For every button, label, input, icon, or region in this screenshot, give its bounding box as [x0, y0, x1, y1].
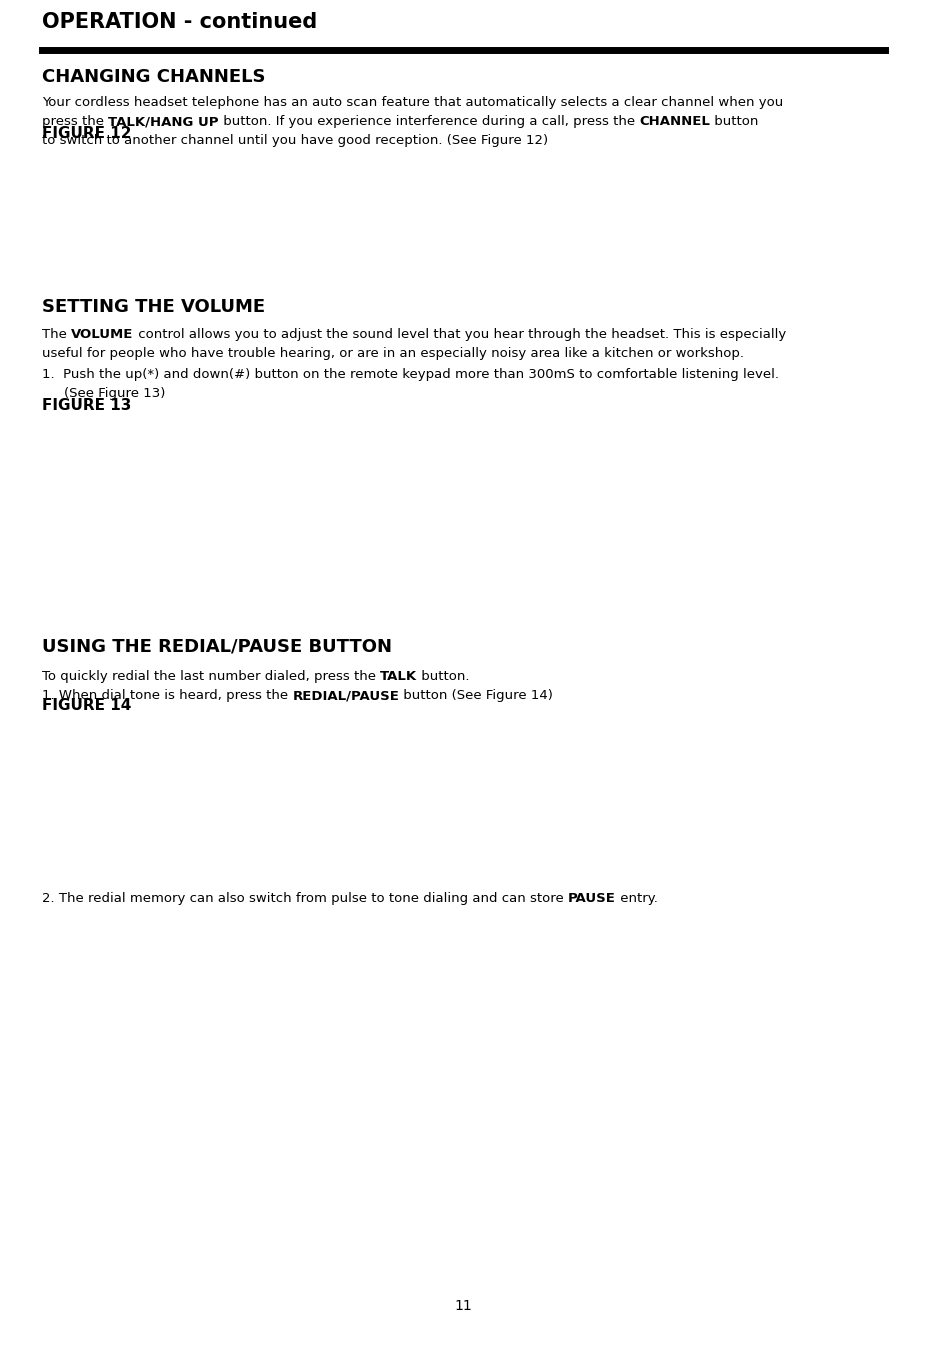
Text: FIGURE 12: FIGURE 12 — [42, 126, 132, 141]
Text: 2. The redial memory can also switch from pulse to tone dialing and can store: 2. The redial memory can also switch fro… — [42, 892, 568, 905]
Text: (See Figure 13): (See Figure 13) — [64, 387, 165, 400]
Text: To quickly redial the last number dialed, press the: To quickly redial the last number dialed… — [42, 670, 380, 683]
Text: TALK/HANG UP: TALK/HANG UP — [108, 115, 219, 128]
Text: CHANGING CHANNELS: CHANGING CHANNELS — [42, 68, 265, 85]
Text: CHANNEL: CHANNEL — [639, 115, 710, 128]
Text: The: The — [42, 328, 71, 341]
Text: FIGURE 14: FIGURE 14 — [42, 697, 132, 712]
Text: button: button — [710, 115, 758, 128]
Text: press the: press the — [42, 115, 108, 128]
Text: VOLUME: VOLUME — [71, 328, 133, 341]
Text: button (See Figure 14): button (See Figure 14) — [400, 689, 553, 702]
Text: button. If you experience interference during a call, press the: button. If you experience interference d… — [219, 115, 639, 128]
Text: useful for people who have trouble hearing, or are in an especially noisy area l: useful for people who have trouble heari… — [42, 347, 744, 360]
Text: REDIAL/PAUSE: REDIAL/PAUSE — [292, 689, 400, 702]
Text: OPERATION - continued: OPERATION - continued — [42, 12, 317, 33]
Text: SETTING THE VOLUME: SETTING THE VOLUME — [42, 299, 265, 316]
Text: button.: button. — [417, 670, 470, 683]
Text: USING THE REDIAL/PAUSE BUTTON: USING THE REDIAL/PAUSE BUTTON — [42, 638, 392, 655]
Text: entry.: entry. — [616, 892, 658, 905]
Text: FIGURE 13: FIGURE 13 — [42, 398, 132, 413]
Text: control allows you to adjust the sound level that you hear through the headset. : control allows you to adjust the sound l… — [133, 328, 786, 341]
Text: 1. When dial tone is heard, press the: 1. When dial tone is heard, press the — [42, 689, 292, 702]
Text: 1.  Push the up(*) and down(#) button on the remote keypad more than 300mS to co: 1. Push the up(*) and down(#) button on … — [42, 368, 779, 381]
Text: to switch to another channel until you have good reception. (See Figure 12): to switch to another channel until you h… — [42, 134, 548, 148]
Text: Your cordless headset telephone has an auto scan feature that automatically sele: Your cordless headset telephone has an a… — [42, 96, 783, 109]
Text: 11: 11 — [454, 1299, 473, 1314]
Text: PAUSE: PAUSE — [568, 892, 616, 905]
Text: TALK: TALK — [380, 670, 417, 683]
